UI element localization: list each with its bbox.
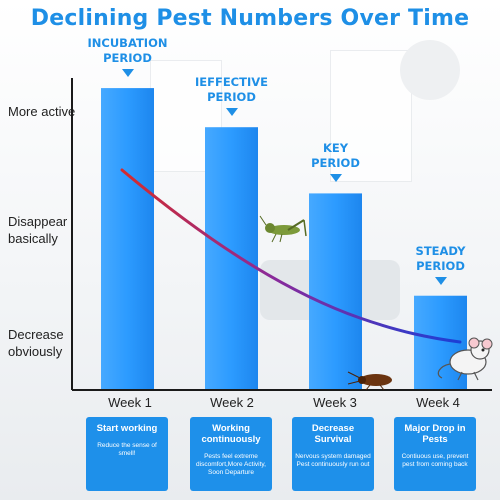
- info-card-3: Decrease Survival Nervous system damaged…: [292, 417, 374, 491]
- info-card-2: Working continuously Pests feel extreme …: [190, 417, 272, 491]
- card-title: Major Drop in Pests: [397, 423, 473, 445]
- period-pointer-icon: [122, 69, 134, 77]
- bar-week-1: [101, 88, 154, 389]
- period-label: IEFFECTIVE PERIOD: [187, 75, 277, 105]
- card-description: Pests feel extreme discomfort,More Activ…: [193, 453, 269, 477]
- x-tick-week-1: Week 1: [80, 395, 180, 410]
- card-title: Start working: [89, 423, 165, 434]
- info-card-4: Major Drop in Pests Contiuous use, preve…: [394, 417, 476, 491]
- bar-week-3: [309, 193, 362, 389]
- x-tick-week-4: Week 4: [388, 395, 488, 410]
- card-description: Nervous system damaged Pest continuously…: [295, 453, 371, 469]
- card-description: Reduce the sense of smell!: [89, 442, 165, 458]
- period-label: INCUBATION PERIOD: [83, 36, 173, 66]
- grasshopper-icon: [260, 216, 306, 242]
- x-tick-week-3: Week 3: [285, 395, 385, 410]
- period-pointer-icon: [226, 108, 238, 116]
- card-title: Decrease Survival: [295, 423, 371, 445]
- card-title: Working continuously: [193, 423, 269, 445]
- period-label: STEADY PERIOD: [396, 244, 486, 274]
- x-tick-week-2: Week 2: [182, 395, 282, 410]
- period-pointer-icon: [435, 277, 447, 285]
- info-card-1: Start working Reduce the sense of smell!: [86, 417, 168, 491]
- bar-week-2: [205, 127, 258, 389]
- period-pointer-icon: [330, 174, 342, 182]
- period-label: KEY PERIOD: [291, 141, 381, 171]
- card-description: Contiuous use, prevent pest from coming …: [397, 453, 473, 469]
